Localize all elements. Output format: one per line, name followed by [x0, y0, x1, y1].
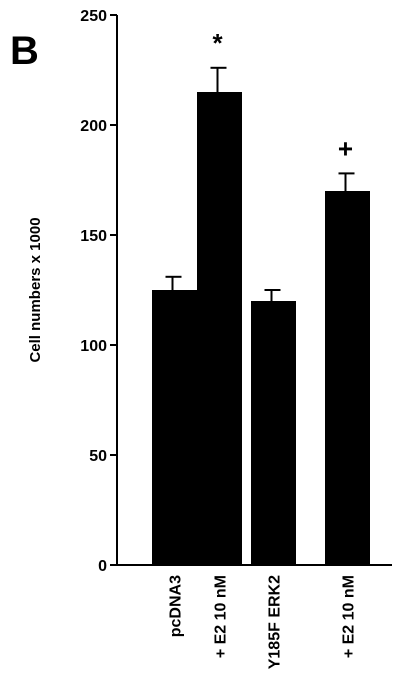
bar [152, 290, 197, 565]
y-axis: 0 50 100 150 200 250 [80, 8, 118, 575]
bars: *+ [152, 28, 370, 565]
y-tick-label: 200 [80, 118, 107, 135]
x-category-label: + E2 10 nM [213, 575, 230, 658]
bar [325, 191, 370, 565]
x-axis: pcDNA3 + E2 10 nM Y185F ERK2 + E2 10 nM [117, 564, 392, 669]
significance-marker: * [212, 28, 223, 58]
x-category-label: pcDNA3 [168, 575, 185, 637]
significance-marker: + [338, 133, 353, 163]
panel-label: B [10, 29, 39, 73]
y-tick-label: 0 [98, 558, 107, 575]
y-tick-label: 250 [80, 8, 107, 25]
y-tick-label: 150 [80, 228, 107, 245]
y-tick-label: 50 [89, 448, 107, 465]
bar [251, 301, 296, 565]
x-category-label: + E2 10 nM [341, 575, 358, 658]
y-axis-label: Cell numbers x 1000 [27, 217, 44, 362]
y-tick-label: 100 [80, 338, 107, 355]
x-category-label: Y185F ERK2 [267, 575, 284, 669]
bar [197, 92, 242, 565]
